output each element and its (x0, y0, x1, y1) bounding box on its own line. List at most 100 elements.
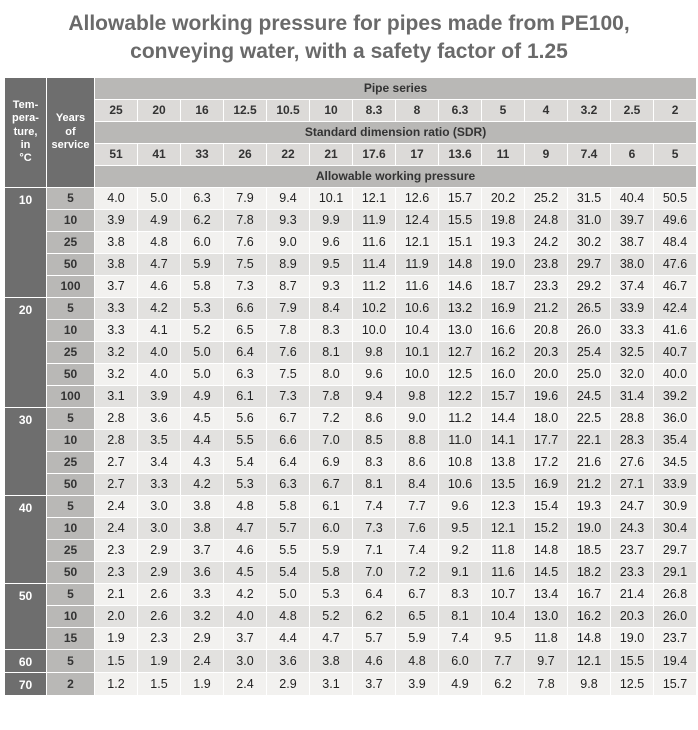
data-cell: 5.0 (181, 341, 224, 363)
data-cell: 12.7 (439, 341, 482, 363)
data-cell: 26.0 (568, 319, 611, 341)
data-cell: 11.8 (525, 627, 568, 649)
data-cell: 18.5 (568, 539, 611, 561)
data-cell: 23.7 (654, 627, 697, 649)
data-cell: 4.0 (138, 363, 181, 385)
data-cell: 7.8 (224, 209, 267, 231)
data-cell: 3.8 (95, 253, 138, 275)
data-cell: 18.2 (568, 561, 611, 583)
data-cell: 4.1 (138, 319, 181, 341)
data-cell: 4.6 (138, 275, 181, 297)
data-cell: 23.3 (525, 275, 568, 297)
data-cell: 4.7 (224, 517, 267, 539)
data-cell: 16.7 (568, 583, 611, 605)
table-row: 102.83.54.45.56.67.08.58.811.014.117.722… (5, 429, 697, 451)
data-cell: 16.6 (482, 319, 525, 341)
data-cell: 2.7 (95, 473, 138, 495)
data-cell: 11.4 (353, 253, 396, 275)
data-cell: 12.5 (439, 363, 482, 385)
data-cell: 2.3 (138, 627, 181, 649)
table-row: 151.92.32.93.74.44.75.75.97.49.511.814.8… (5, 627, 697, 649)
data-cell: 29.7 (568, 253, 611, 275)
data-cell: 10.1 (310, 187, 353, 209)
data-cell: 19.3 (482, 231, 525, 253)
data-cell: 40.4 (611, 187, 654, 209)
data-cell: 16.2 (568, 605, 611, 627)
data-cell: 2.3 (95, 539, 138, 561)
data-cell: 2.4 (95, 495, 138, 517)
data-cell: 11.6 (482, 561, 525, 583)
data-cell: 15.7 (439, 187, 482, 209)
data-cell: 33.3 (611, 319, 654, 341)
years-cell: 50 (47, 561, 95, 583)
data-cell: 12.1 (353, 187, 396, 209)
data-cell: 6.4 (267, 451, 310, 473)
data-cell: 2.6 (138, 605, 181, 627)
data-cell: 3.9 (396, 672, 439, 695)
data-cell: 10.8 (439, 451, 482, 473)
data-cell: 7.8 (310, 385, 353, 407)
data-cell: 32.5 (611, 341, 654, 363)
data-cell: 19.4 (654, 649, 697, 672)
data-cell: 4.4 (267, 627, 310, 649)
data-cell: 37.4 (611, 275, 654, 297)
data-cell: 23.7 (611, 539, 654, 561)
data-cell: 6.0 (181, 231, 224, 253)
page-title: Allowable working pressure for pipes mad… (14, 10, 684, 67)
data-cell: 2.1 (95, 583, 138, 605)
data-cell: 3.8 (310, 649, 353, 672)
data-cell: 7.2 (396, 561, 439, 583)
data-cell: 9.0 (396, 407, 439, 429)
years-cell: 2 (47, 672, 95, 695)
data-cell: 33.9 (654, 473, 697, 495)
data-cell: 4.2 (138, 297, 181, 319)
temp-cell: 50 (5, 583, 47, 649)
data-cell: 6.2 (353, 605, 396, 627)
data-cell: 7.2 (310, 407, 353, 429)
data-cell: 21.4 (611, 583, 654, 605)
data-cell: 2.9 (138, 561, 181, 583)
sdr-value: 5 (654, 143, 697, 165)
sdr-value: 6 (611, 143, 654, 165)
table-row: 7021.21.51.92.42.93.13.73.94.96.27.89.81… (5, 672, 697, 695)
data-cell: 19.0 (568, 517, 611, 539)
data-cell: 2.6 (138, 583, 181, 605)
years-cell: 50 (47, 473, 95, 495)
data-cell: 4.8 (138, 231, 181, 253)
data-cell: 21.6 (568, 451, 611, 473)
data-cell: 2.9 (181, 627, 224, 649)
data-cell: 18.0 (525, 407, 568, 429)
data-cell: 4.8 (396, 649, 439, 672)
years-cell: 50 (47, 253, 95, 275)
data-cell: 5.5 (224, 429, 267, 451)
pipe-series-value: 8 (396, 99, 439, 121)
data-cell: 50.5 (654, 187, 697, 209)
years-cell: 25 (47, 231, 95, 253)
data-cell: 12.6 (396, 187, 439, 209)
data-cell: 3.2 (181, 605, 224, 627)
data-cell: 6.2 (482, 672, 525, 695)
data-cell: 5.8 (181, 275, 224, 297)
data-cell: 14.1 (482, 429, 525, 451)
years-cell: 10 (47, 209, 95, 231)
data-cell: 20.3 (611, 605, 654, 627)
data-cell: 5.2 (310, 605, 353, 627)
data-cell: 9.5 (482, 627, 525, 649)
data-cell: 14.8 (525, 539, 568, 561)
temp-header: Tem-pera-ture,in°C (5, 77, 47, 187)
data-cell: 6.3 (224, 363, 267, 385)
data-cell: 6.1 (224, 385, 267, 407)
data-cell: 47.6 (654, 253, 697, 275)
data-cell: 26.8 (654, 583, 697, 605)
pipe-series-value: 2 (654, 99, 697, 121)
data-cell: 4.2 (224, 583, 267, 605)
table-row: 252.32.93.74.65.55.97.17.49.211.814.818.… (5, 539, 697, 561)
data-cell: 2.8 (95, 407, 138, 429)
data-cell: 3.1 (310, 672, 353, 695)
data-cell: 3.7 (353, 672, 396, 695)
data-cell: 25.0 (568, 363, 611, 385)
data-cell: 13.0 (525, 605, 568, 627)
data-cell: 7.4 (396, 539, 439, 561)
pipe-series-label: Pipe series (95, 77, 697, 99)
data-cell: 11.0 (439, 429, 482, 451)
